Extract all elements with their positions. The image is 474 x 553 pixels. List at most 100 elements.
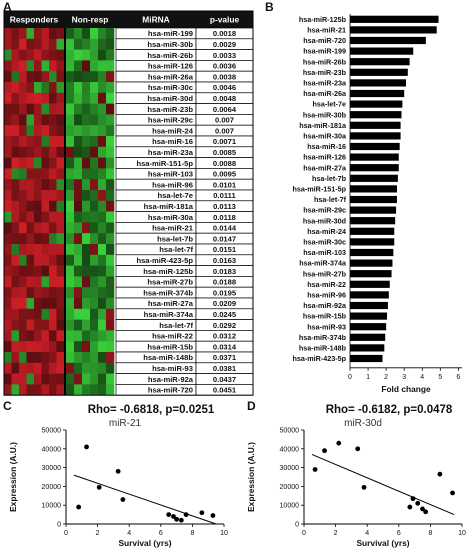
panel-d-x-tick-label: 4 xyxy=(365,530,369,537)
heatmap-cell xyxy=(49,92,57,104)
pvalue-label: 0.0113 xyxy=(213,202,236,211)
fold-change-bar xyxy=(350,195,397,204)
heatmap-cell xyxy=(106,298,115,310)
heatmap-cell xyxy=(11,114,20,126)
pvalue-label: 0.0038 xyxy=(213,72,236,81)
heatmap-cell xyxy=(41,254,50,266)
bar-category-label: hsa-miR-16 xyxy=(307,142,346,151)
bar-category-label: hsa-miR-30c xyxy=(303,238,346,247)
heatmap-cell xyxy=(19,254,27,266)
heatmap-cell xyxy=(74,179,83,191)
heatmap-cell xyxy=(106,341,115,353)
heatmap-cell xyxy=(19,287,27,299)
panel-letter-c: C xyxy=(3,399,12,413)
heatmap-cell xyxy=(74,60,83,72)
heatmap-cell xyxy=(90,222,99,234)
heatmap-cell xyxy=(41,276,50,288)
bar-category-label: hsa-miR-29c xyxy=(303,206,346,215)
bar-category-label: hsa-miR-374b xyxy=(299,333,347,342)
fold-change-bar xyxy=(350,270,392,278)
heatmap-cell xyxy=(11,211,20,223)
pvalue-label: 0.0088 xyxy=(213,159,236,168)
fold-change-bar xyxy=(350,344,385,352)
panel-c-data-point xyxy=(84,444,89,450)
heatmap-cell xyxy=(49,341,57,353)
heatmap-cell xyxy=(26,60,35,72)
heatmap-cell xyxy=(98,190,107,202)
heatmap-cell xyxy=(49,384,57,396)
mirna-label: hsa-miR-27b xyxy=(147,278,193,287)
heatmap-cell xyxy=(98,319,107,331)
heatmap-cell xyxy=(26,254,35,266)
bar-category-label: hsa-miR-30d xyxy=(303,216,346,225)
bar-category-label: hsa-miR-15b xyxy=(303,312,347,321)
heatmap-cell xyxy=(4,233,12,245)
heatmap-cell xyxy=(82,341,91,353)
heatmap-cell xyxy=(66,190,75,202)
pvalue-label: 0.0163 xyxy=(213,256,236,265)
heatmap-cell xyxy=(41,287,50,299)
heatmap-cell xyxy=(82,200,91,212)
heatmap-cell xyxy=(56,373,65,385)
heatmap-cell xyxy=(19,190,27,202)
panel-c-x-tick-label: 10 xyxy=(220,530,228,537)
panel-d-y-tick-label: 10000 xyxy=(280,503,300,510)
heatmap-cell xyxy=(4,60,12,72)
heatmap-cell xyxy=(82,330,91,342)
heatmap-cell xyxy=(41,49,50,61)
heatmap-cell xyxy=(26,38,35,50)
heatmap-cell xyxy=(26,330,35,342)
heatmap-cell xyxy=(34,373,42,385)
heatmap-cell xyxy=(82,352,91,364)
heatmap-cell xyxy=(19,362,27,374)
heatmap-cell xyxy=(41,125,50,137)
table-header-bar xyxy=(4,11,253,28)
heatmap-cell xyxy=(4,125,12,137)
heatmap-cell xyxy=(74,362,83,374)
heatmap-cell xyxy=(49,103,57,115)
pvalue-label: 0.007 xyxy=(215,116,234,125)
heatmap-cell xyxy=(49,211,57,223)
bar-category-label: hsa-miR-199 xyxy=(303,47,346,56)
heatmap-cell xyxy=(11,157,20,169)
heatmap-cell xyxy=(98,125,107,137)
fold-change-bar xyxy=(350,58,410,66)
heatmap-cell xyxy=(90,373,99,385)
heatmap-cell xyxy=(26,71,35,83)
heatmap-cell xyxy=(90,28,99,40)
heatmap-cell xyxy=(41,200,50,212)
heatmap-cell xyxy=(34,276,42,288)
heatmap-cell xyxy=(56,233,65,245)
heatmap-cell xyxy=(66,276,75,288)
panel-c-data-point xyxy=(183,512,189,517)
heatmap-cell xyxy=(56,287,65,299)
fold-change-bar xyxy=(350,121,401,129)
heatmap-cell xyxy=(74,49,83,61)
heatmap-cell xyxy=(56,114,65,126)
bar-category-label: hsa-let-7b xyxy=(312,174,347,183)
heatmap-cell xyxy=(4,38,12,50)
heatmap-cell xyxy=(26,190,35,202)
pvalue-label: 0.0195 xyxy=(213,288,237,297)
bar-category-label: hsa-miR-96 xyxy=(307,291,346,300)
heatmap-cell xyxy=(4,136,12,148)
heatmap-cell xyxy=(98,287,107,299)
heatmap-cell xyxy=(49,254,57,266)
heatmap-cell xyxy=(82,49,91,61)
heatmap-cell xyxy=(41,211,50,223)
heatmap-cell xyxy=(41,190,50,202)
panel-d-x-tick-label: 8 xyxy=(428,530,432,537)
bar-category-label: hsa-let-7e xyxy=(312,100,346,109)
panel-d-title: Rho= -0.6182, p=0.0478 xyxy=(326,404,453,416)
pvalue-label: 0.0147 xyxy=(213,234,236,243)
heatmap-cell xyxy=(106,352,115,364)
heatmap-cell xyxy=(106,190,115,202)
heatmap-cell xyxy=(11,146,20,158)
panel-d-x-axis-title: Survival (yrs) xyxy=(356,538,409,548)
panel-d-x-tick-label: 6 xyxy=(397,530,401,537)
heatmap-cell xyxy=(98,341,107,353)
pvalue-label: 0.0437 xyxy=(213,375,236,384)
panel-d-data-point xyxy=(450,490,455,496)
heatmap-cell xyxy=(34,136,42,148)
